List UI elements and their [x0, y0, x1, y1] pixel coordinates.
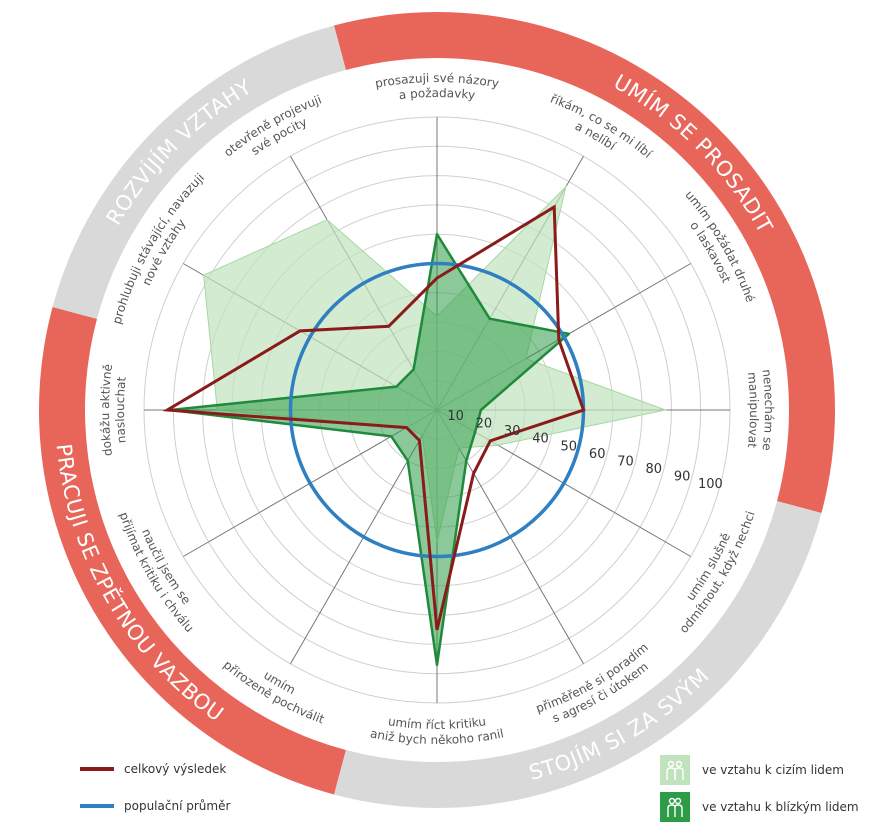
legend-label-strangers: ve vztahu k cizím lidem — [702, 763, 844, 777]
tick-label: 30 — [504, 424, 521, 439]
axis-label-line: dokážu aktivně — [98, 363, 115, 457]
legend-label-population: populační průměr — [124, 799, 231, 813]
legend-swatch-population — [80, 804, 114, 808]
tick-label: 20 — [476, 417, 493, 432]
tick-label: 60 — [589, 447, 606, 462]
axis-label-line: naslouchat — [113, 376, 129, 444]
tick-label: 80 — [646, 462, 663, 477]
sector-band-3 — [38, 306, 346, 795]
axis-label-line: nenechám se — [760, 368, 776, 451]
axis-label-line: umím říct kritiku — [387, 714, 487, 732]
radar-series — [162, 185, 668, 667]
legend-label-overall: celkový výsledek — [124, 762, 227, 776]
tick-label: 10 — [447, 409, 464, 424]
legend-item-close: ve vztahu k blízkým lidem — [660, 792, 859, 822]
people-close-icon — [660, 792, 690, 822]
axis-label-line: manipulovat — [745, 371, 761, 449]
tick-label: 50 — [561, 439, 578, 454]
legend-swatch-overall — [80, 767, 114, 771]
axis-label-line: a požadavky — [398, 86, 476, 102]
series-overall — [162, 204, 586, 631]
legend-item-strangers: ve vztahu k cizím lidem — [660, 755, 844, 785]
series-close — [169, 232, 571, 667]
tick-label: 90 — [674, 470, 691, 485]
tick-label: 40 — [532, 432, 549, 447]
tick-label: 70 — [617, 455, 634, 470]
legend-item-overall: celkový výsledek — [80, 762, 226, 776]
legend-item-population: populační průměr — [80, 799, 230, 813]
legend-label-close: ve vztahu k blízkým lidem — [702, 800, 859, 814]
people-strangers-icon — [660, 755, 690, 785]
sector-band-4 — [52, 25, 346, 319]
sector-band-2 — [333, 501, 822, 808]
tick-label: 100 — [698, 477, 723, 492]
sector-band-1 — [333, 12, 835, 514]
tick-labels: 10 20 30 40 50 60 70 80 90 100 — [447, 409, 722, 492]
axis-label-line: prosazuji své názory — [374, 71, 500, 91]
axis-label-line: aniž bych někoho ranil — [369, 726, 505, 747]
